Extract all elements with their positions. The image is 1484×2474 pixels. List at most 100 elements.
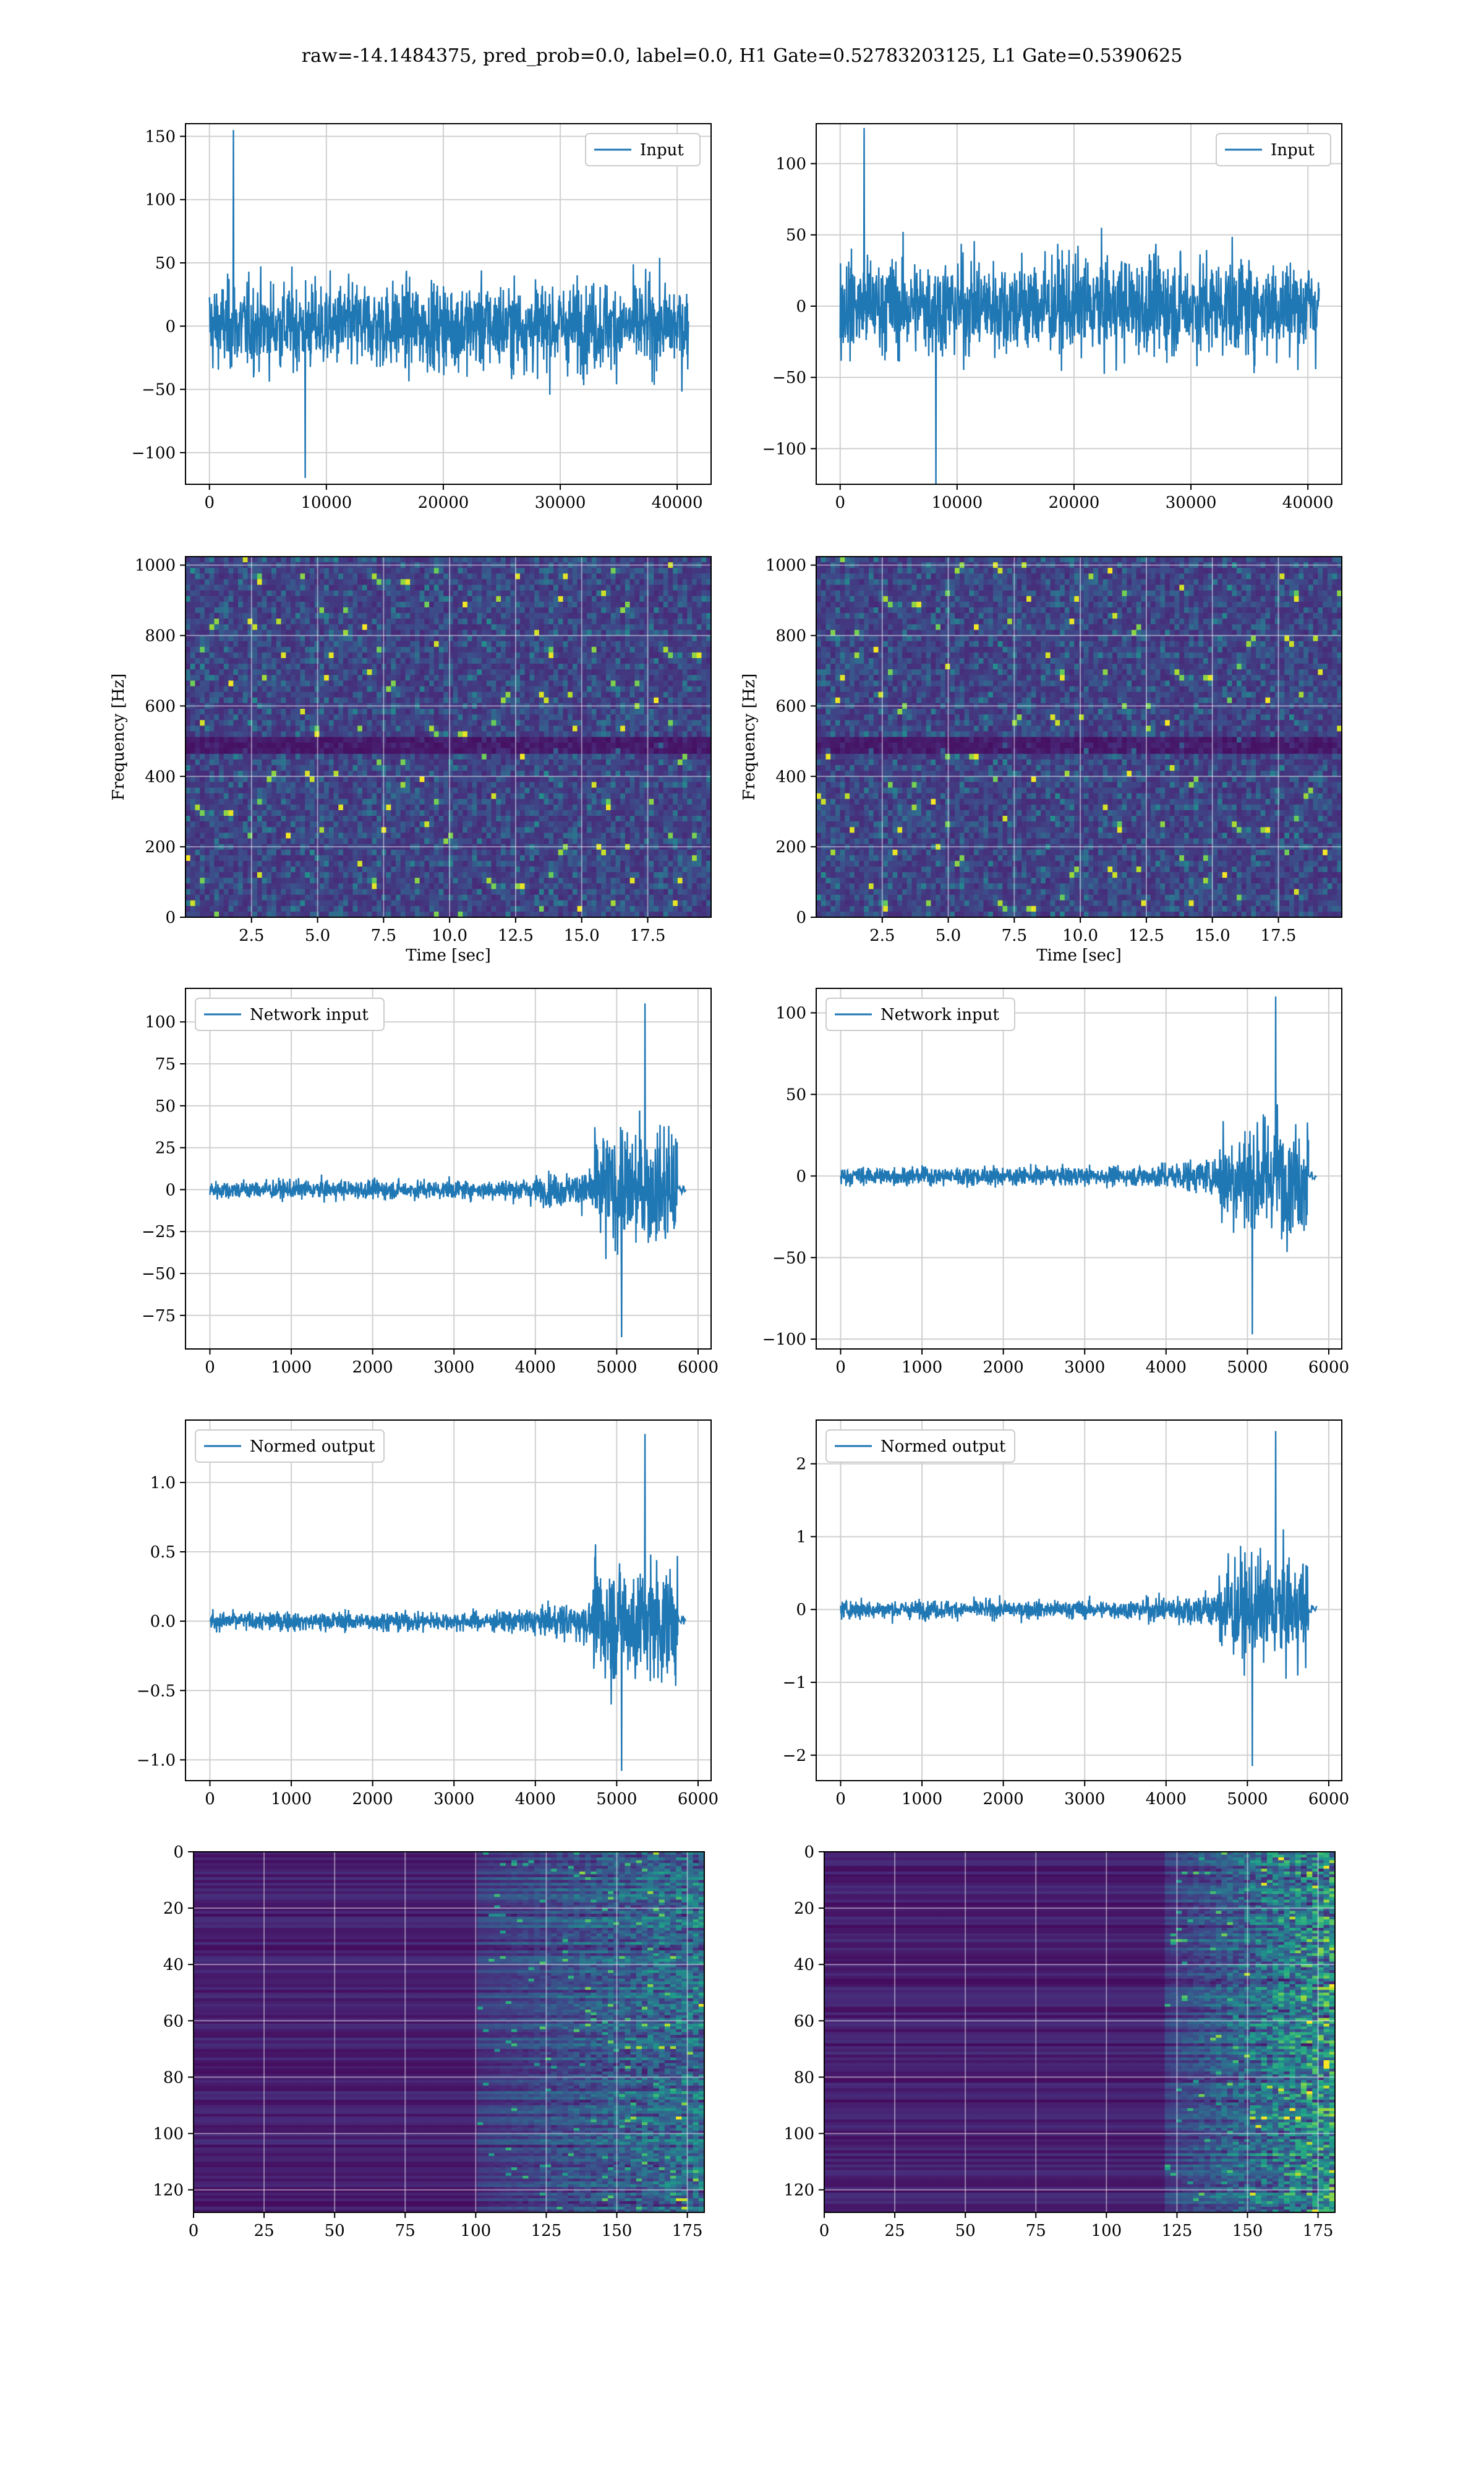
spectrogram-cell xyxy=(596,579,602,586)
spectrogram-cell xyxy=(458,771,463,777)
spectrogram-cell xyxy=(463,731,468,738)
spectrogram-cell xyxy=(524,787,530,794)
spectrogram-cell xyxy=(620,720,626,726)
spectrogram-cell xyxy=(524,720,530,726)
spectrogram-cell xyxy=(606,714,612,721)
spectrogram-cell xyxy=(677,675,683,681)
spectrogram-cell xyxy=(396,664,401,670)
spectrogram-cell xyxy=(252,742,258,749)
spectrogram-cell xyxy=(300,703,305,709)
spectrogram-cell xyxy=(348,618,353,625)
spectrogram-cell xyxy=(558,691,563,698)
spectrogram-cell xyxy=(438,753,444,760)
spectrogram-cell xyxy=(553,703,559,709)
spectrogram-cell xyxy=(281,691,286,698)
spectrogram-cell xyxy=(572,607,578,614)
spectrogram-cell xyxy=(190,691,195,698)
spectrogram-cell xyxy=(496,664,501,670)
spectrogram-cell xyxy=(510,748,516,755)
spectrogram-cell xyxy=(343,613,349,619)
spectrogram-cell xyxy=(568,742,573,749)
spectrogram-cell xyxy=(501,765,506,771)
spectrogram-cell xyxy=(319,709,325,715)
spectrogram-cell xyxy=(629,618,635,625)
spectrogram-cell xyxy=(482,765,487,771)
spectrogram-cell xyxy=(338,573,344,580)
spectrogram-cell xyxy=(410,703,416,709)
spectrogram-cell xyxy=(405,584,411,591)
spectrogram-cell xyxy=(223,669,229,675)
spectrogram-cell xyxy=(391,697,396,704)
spectrogram-cell xyxy=(477,590,482,597)
spectrogram-cell xyxy=(228,635,234,642)
spectrogram-cell xyxy=(482,669,487,675)
spectrogram-cell xyxy=(649,731,654,738)
spectrogram-cell xyxy=(558,646,563,653)
spectrogram-cell xyxy=(396,703,401,709)
spectrogram-cell xyxy=(348,646,353,653)
spectrogram-cell xyxy=(515,726,521,732)
spectrogram-cell xyxy=(519,753,526,760)
spectrogram-cell xyxy=(458,804,463,811)
spectrogram-cell xyxy=(558,686,563,693)
spectrogram-cell xyxy=(242,646,248,653)
spectrogram-cell xyxy=(219,601,224,608)
spectrogram-cell xyxy=(682,726,688,732)
spectrogram-cell xyxy=(209,584,215,591)
spectrogram-cell xyxy=(625,658,631,664)
spectrogram-cell xyxy=(348,596,353,602)
spectrogram-cell xyxy=(352,804,358,811)
spectrogram-cell xyxy=(572,635,578,642)
spectrogram-cell xyxy=(433,720,440,726)
spectrogram-cell xyxy=(587,557,592,563)
spectrogram-cell xyxy=(276,742,282,749)
spectrogram-cell xyxy=(410,753,416,760)
spectrogram-cell xyxy=(692,686,697,693)
spectrogram-cell xyxy=(677,793,683,800)
spectrogram-cell xyxy=(539,630,545,636)
spectrogram-cell xyxy=(701,680,707,687)
spectrogram-cell xyxy=(267,573,272,580)
spectrogram-cell xyxy=(286,787,291,794)
spectrogram-cell xyxy=(247,737,253,743)
spectrogram-cell xyxy=(477,635,482,642)
spectrogram-cell xyxy=(228,641,234,648)
spectrogram-cell xyxy=(348,658,353,664)
spectrogram-cell xyxy=(591,562,597,568)
spectrogram-cell xyxy=(386,596,391,602)
spectrogram-cell xyxy=(319,652,325,659)
spectrogram-cell xyxy=(424,613,430,619)
spectrogram-cell xyxy=(257,664,263,670)
spectrogram-cell xyxy=(634,720,640,726)
spectrogram-cell xyxy=(429,590,435,597)
spectrogram-cell xyxy=(238,748,244,755)
spectrogram-cell xyxy=(496,562,501,568)
spectrogram-cell xyxy=(242,691,248,698)
spectrogram-cell xyxy=(348,669,353,675)
spectrogram-cell xyxy=(591,771,597,777)
spectrogram-cell xyxy=(338,720,344,726)
spectrogram-cell xyxy=(482,646,487,653)
spectrogram-cell xyxy=(204,737,210,743)
spectrogram-cell xyxy=(615,691,621,698)
spectrogram-cell xyxy=(668,675,673,681)
spectrogram-cell xyxy=(186,776,191,782)
spectrogram-cell xyxy=(482,624,487,630)
spectrogram-cell xyxy=(214,686,220,693)
spectrogram-cell xyxy=(204,787,210,794)
spectrogram-cell xyxy=(443,782,449,789)
spectrogram-cell xyxy=(295,596,301,602)
spectrogram-cell xyxy=(267,562,272,568)
spectrogram-cell xyxy=(682,590,688,597)
spectrogram-cell xyxy=(659,709,664,715)
spectrogram-cell xyxy=(410,726,416,732)
spectrogram-cell xyxy=(262,557,267,563)
spectrogram-cell xyxy=(519,737,526,743)
spectrogram-cell xyxy=(276,691,282,698)
spectrogram-cell xyxy=(625,793,631,800)
spectrogram-cell xyxy=(501,776,506,782)
spectrogram-cell xyxy=(524,759,530,766)
spectrogram-cell xyxy=(186,759,191,766)
spectrogram-cell xyxy=(214,691,220,698)
spectrogram-cell xyxy=(429,793,435,800)
